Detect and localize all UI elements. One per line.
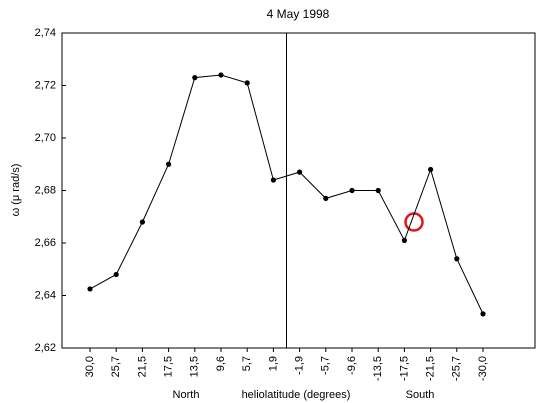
annotation: South bbox=[406, 389, 435, 401]
data-point bbox=[87, 286, 93, 292]
x-tick-label: 30,0 bbox=[84, 356, 96, 377]
data-point bbox=[480, 311, 486, 317]
line-series bbox=[89, 74, 484, 315]
data-point bbox=[218, 72, 224, 78]
x-tick-label: 17,5 bbox=[163, 356, 175, 377]
x-tick-label: -21,5 bbox=[425, 356, 437, 381]
data-point bbox=[166, 161, 172, 167]
x-tick-label: -5,7 bbox=[320, 356, 332, 375]
y-tick-label: 2,70 bbox=[35, 132, 56, 144]
plot-frame bbox=[61, 32, 536, 349]
x-tick-label: 21,5 bbox=[136, 356, 148, 377]
x-tick-label: -25,7 bbox=[451, 356, 463, 381]
x-tick-label: -30,0 bbox=[477, 356, 489, 381]
y-tick-label: 2,64 bbox=[35, 289, 56, 301]
data-point bbox=[375, 187, 381, 194]
y-axis-label: ω (μ rad/s) bbox=[10, 164, 22, 217]
x-tick-label: 1,9 bbox=[267, 356, 279, 371]
x-axis-label: heliolatitude (degrees) bbox=[242, 389, 351, 401]
data-point bbox=[244, 80, 250, 86]
x-tick-label: -17,5 bbox=[398, 356, 410, 381]
y-tick-label: 2,66 bbox=[35, 237, 56, 249]
data-point bbox=[401, 237, 407, 243]
x-tick-label: -13,5 bbox=[372, 356, 384, 381]
data-point bbox=[113, 271, 119, 278]
data-point bbox=[428, 166, 434, 173]
chart-title: 4 May 1998 bbox=[267, 7, 330, 21]
highlight-circle bbox=[404, 212, 424, 232]
data-point bbox=[454, 256, 460, 262]
data-point bbox=[323, 195, 329, 201]
x-tick-label: 9,6 bbox=[215, 356, 227, 371]
data-point bbox=[139, 219, 145, 225]
data-point bbox=[297, 169, 303, 175]
y-tick-label: 2,62 bbox=[35, 342, 56, 354]
y-tick-label: 2,72 bbox=[35, 79, 56, 91]
data-point bbox=[192, 75, 198, 81]
x-tick-label: 25,7 bbox=[110, 356, 122, 377]
x-tick-label: -9,6 bbox=[346, 356, 358, 375]
y-tick-label: 2,68 bbox=[35, 184, 56, 196]
x-tick-label: 13,5 bbox=[189, 356, 201, 377]
annotation: North bbox=[173, 389, 200, 401]
x-tick-label: -1,9 bbox=[294, 356, 306, 375]
y-tick-label: 2,74 bbox=[35, 27, 56, 39]
data-point bbox=[349, 187, 355, 194]
data-point bbox=[270, 177, 276, 183]
x-tick-label: 5,7 bbox=[241, 356, 253, 371]
